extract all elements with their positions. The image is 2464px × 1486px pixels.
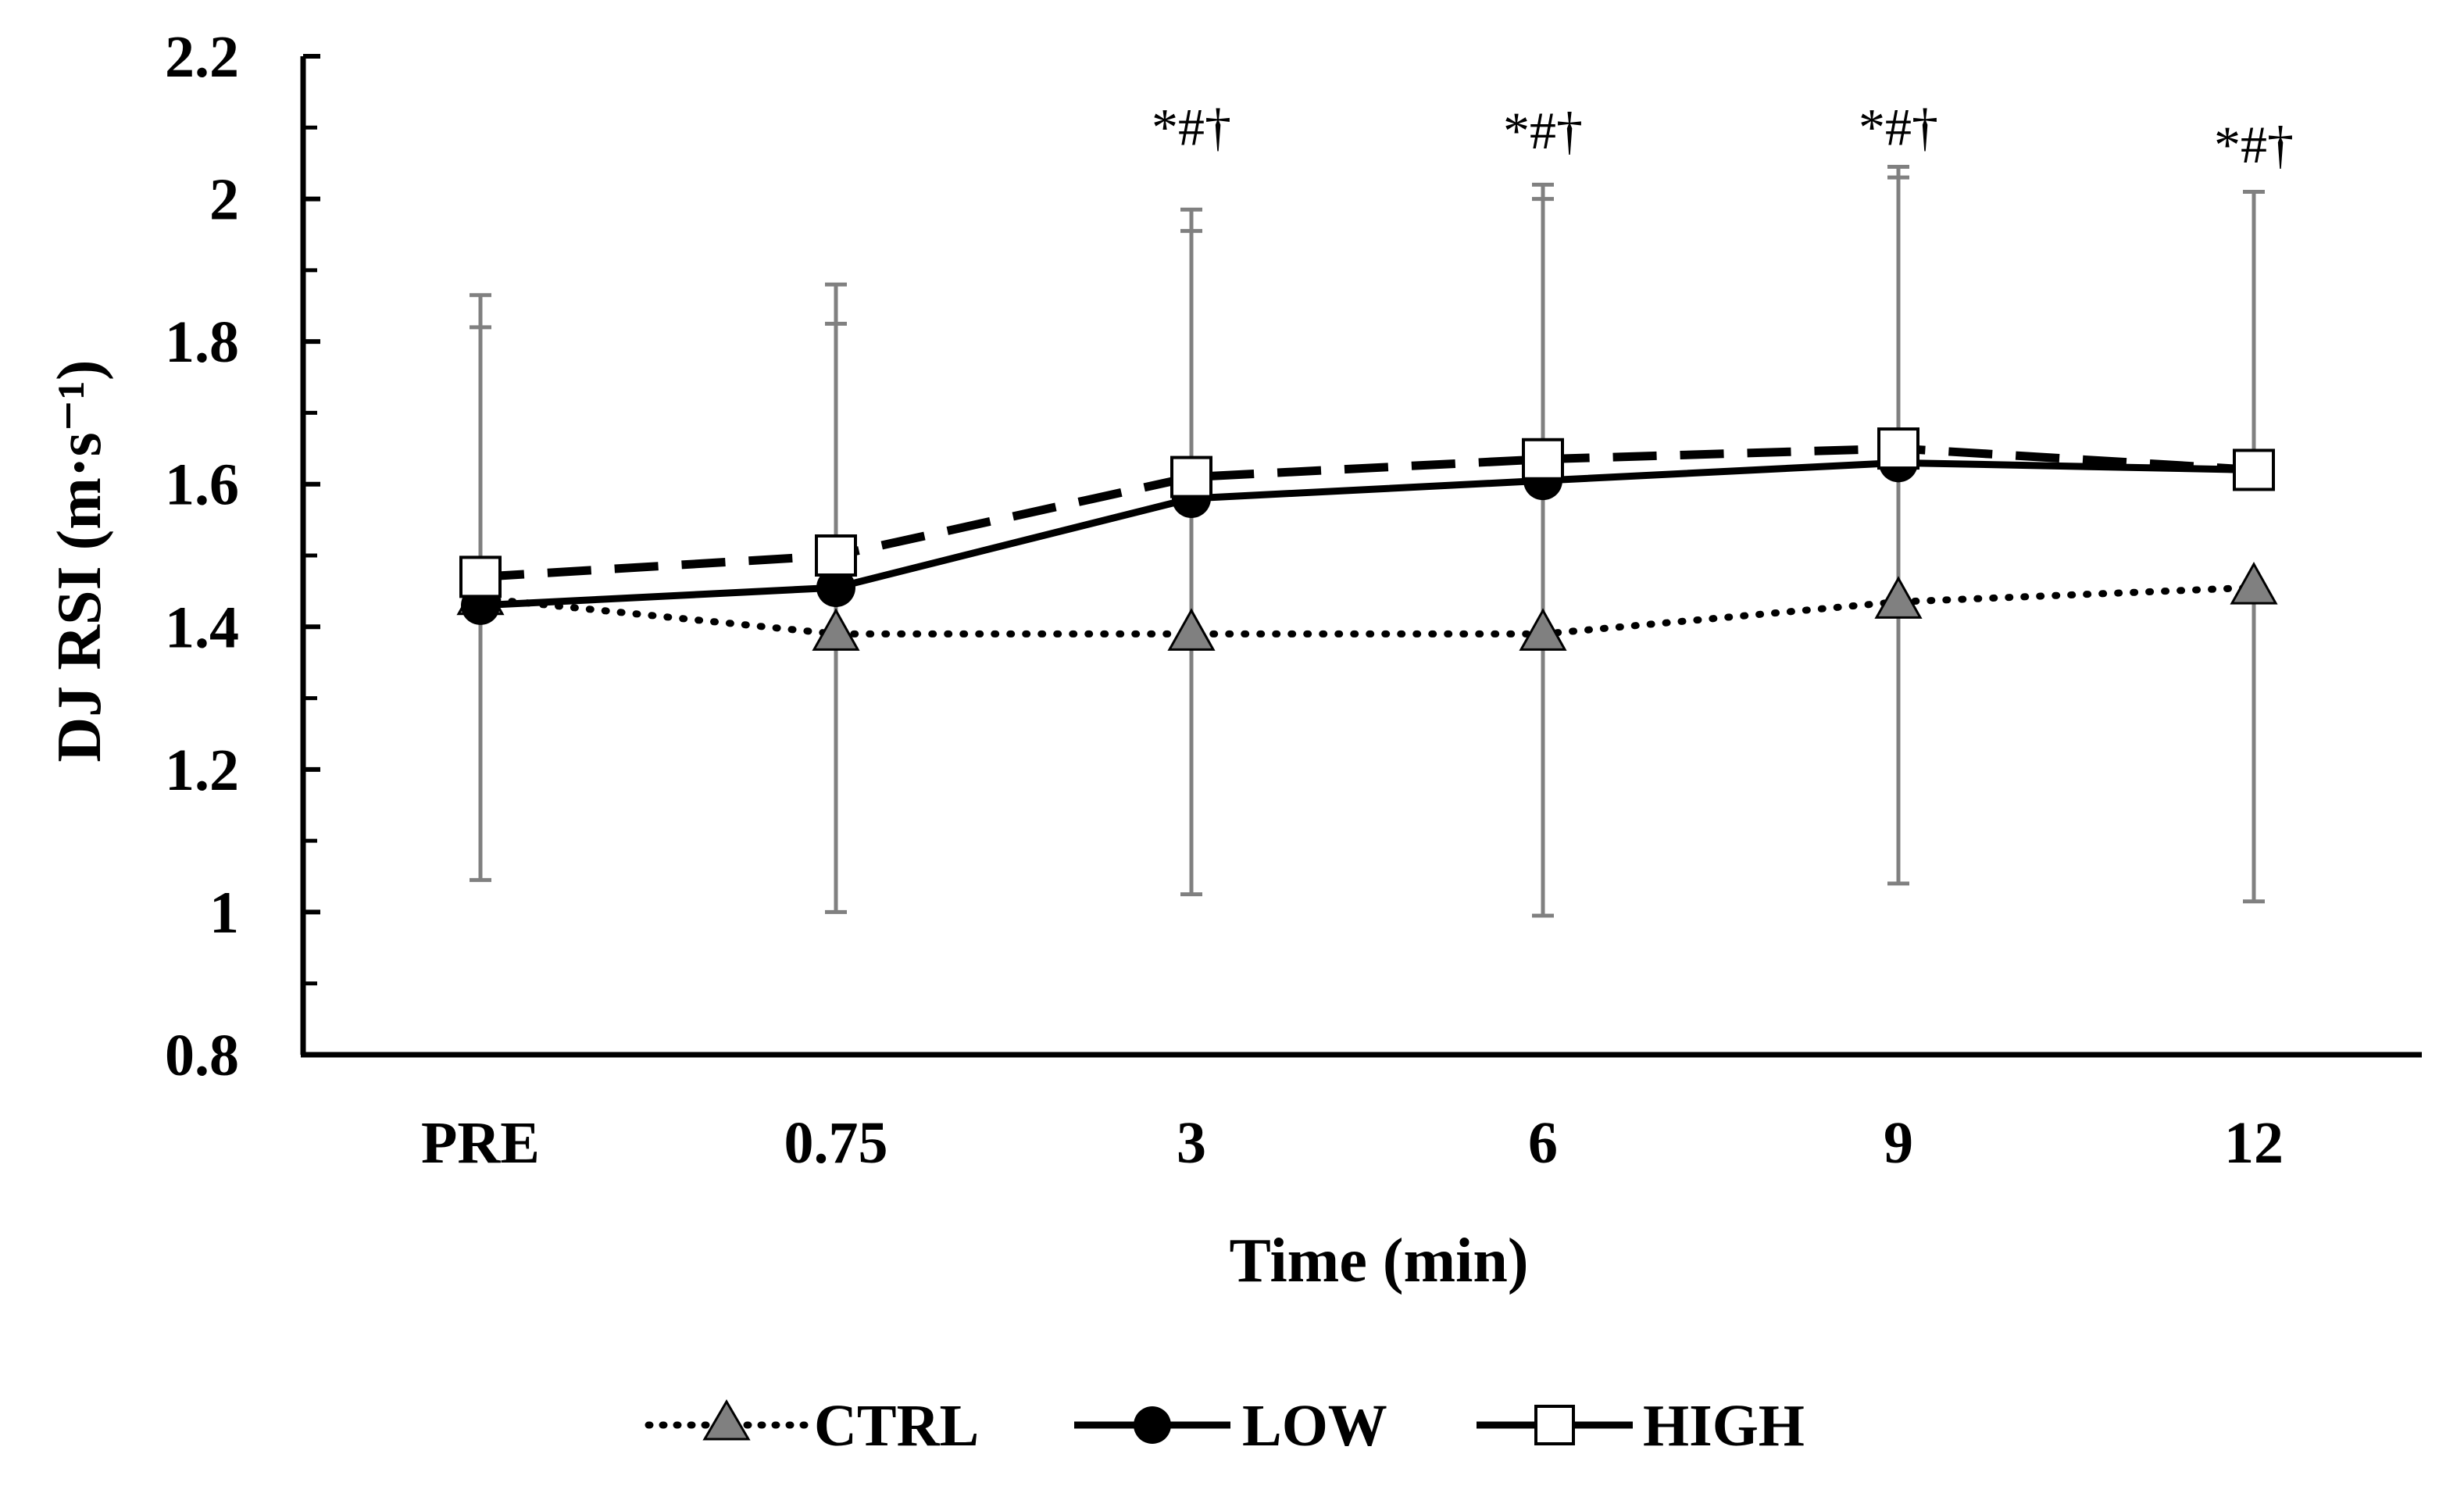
series-lines (477, 444, 2258, 638)
data-point-ctrl (2230, 562, 2278, 605)
significance-annotation: *#† (1503, 101, 1583, 160)
legend-marker-low (1134, 1406, 1171, 1444)
data-point-high (1877, 427, 1919, 470)
series-markers (456, 427, 2278, 651)
data-point-ctrl (812, 608, 860, 651)
annotations: *#† *#† *#† *#† (1152, 97, 2294, 174)
data-point-low (816, 568, 855, 608)
y-tick-label: 1.4 (165, 595, 239, 660)
y-tick-label: 1 (209, 880, 239, 945)
error-bars (470, 164, 2265, 918)
x-ticks: PRE 0.75 3 6 9 12 (421, 1110, 2284, 1176)
y-tick-label: 1.6 (165, 452, 239, 518)
significance-annotation: *#† (1152, 97, 1231, 156)
data-point-high (459, 555, 502, 598)
legend-marker-ctrl (702, 1399, 751, 1441)
x-tick-label: 9 (1884, 1110, 1913, 1176)
legend-label-high: HIGH (1643, 1393, 1805, 1459)
y-tick-label: 1.8 (165, 309, 239, 375)
legend-marker-high (1534, 1405, 1575, 1445)
data-point-high (1170, 455, 1212, 498)
x-tick-label: PRE (421, 1110, 540, 1176)
data-point-ctrl (1167, 608, 1216, 651)
legend-label-low: LOW (1242, 1393, 1387, 1459)
legend-item-ctrl: CTRL (645, 1393, 979, 1459)
legend: CTRL LOW HIGH (645, 1393, 1805, 1459)
series-line-low (480, 459, 2255, 609)
axes (300, 56, 2422, 1058)
series-line-ctrl (477, 584, 2258, 638)
legend-label-ctrl: CTRL (814, 1393, 979, 1459)
data-point-ctrl (1874, 576, 1923, 619)
series-line-high (480, 444, 2255, 581)
x-tick-label: 6 (1528, 1110, 1558, 1176)
x-tick-label: 0.75 (784, 1110, 888, 1176)
y-tick-label: 2.2 (165, 24, 239, 90)
significance-annotation: *#† (1859, 97, 1938, 156)
data-point-high (2233, 448, 2275, 491)
legend-item-low: LOW (1074, 1393, 1387, 1459)
x-tick-label: 12 (2224, 1110, 2284, 1176)
legend-item-high: HIGH (1477, 1393, 1805, 1459)
x-axis-title: Time (min) (1230, 1227, 1529, 1295)
y-ticks: 0.8 1 1.2 1.4 1.6 1.8 2 2.2 (165, 24, 320, 1088)
data-point-ctrl (1519, 608, 1567, 651)
y-tick-label: 0.8 (165, 1023, 239, 1088)
y-axis-title: DJ RSI (m·s⁻¹) (45, 359, 114, 762)
data-point-high (815, 534, 857, 577)
y-tick-label: 1.2 (165, 738, 239, 803)
significance-annotation: *#† (2214, 115, 2294, 174)
x-tick-label: 3 (1177, 1110, 1206, 1176)
data-point-high (1522, 438, 1564, 480)
y-tick-label: 2 (209, 167, 239, 233)
